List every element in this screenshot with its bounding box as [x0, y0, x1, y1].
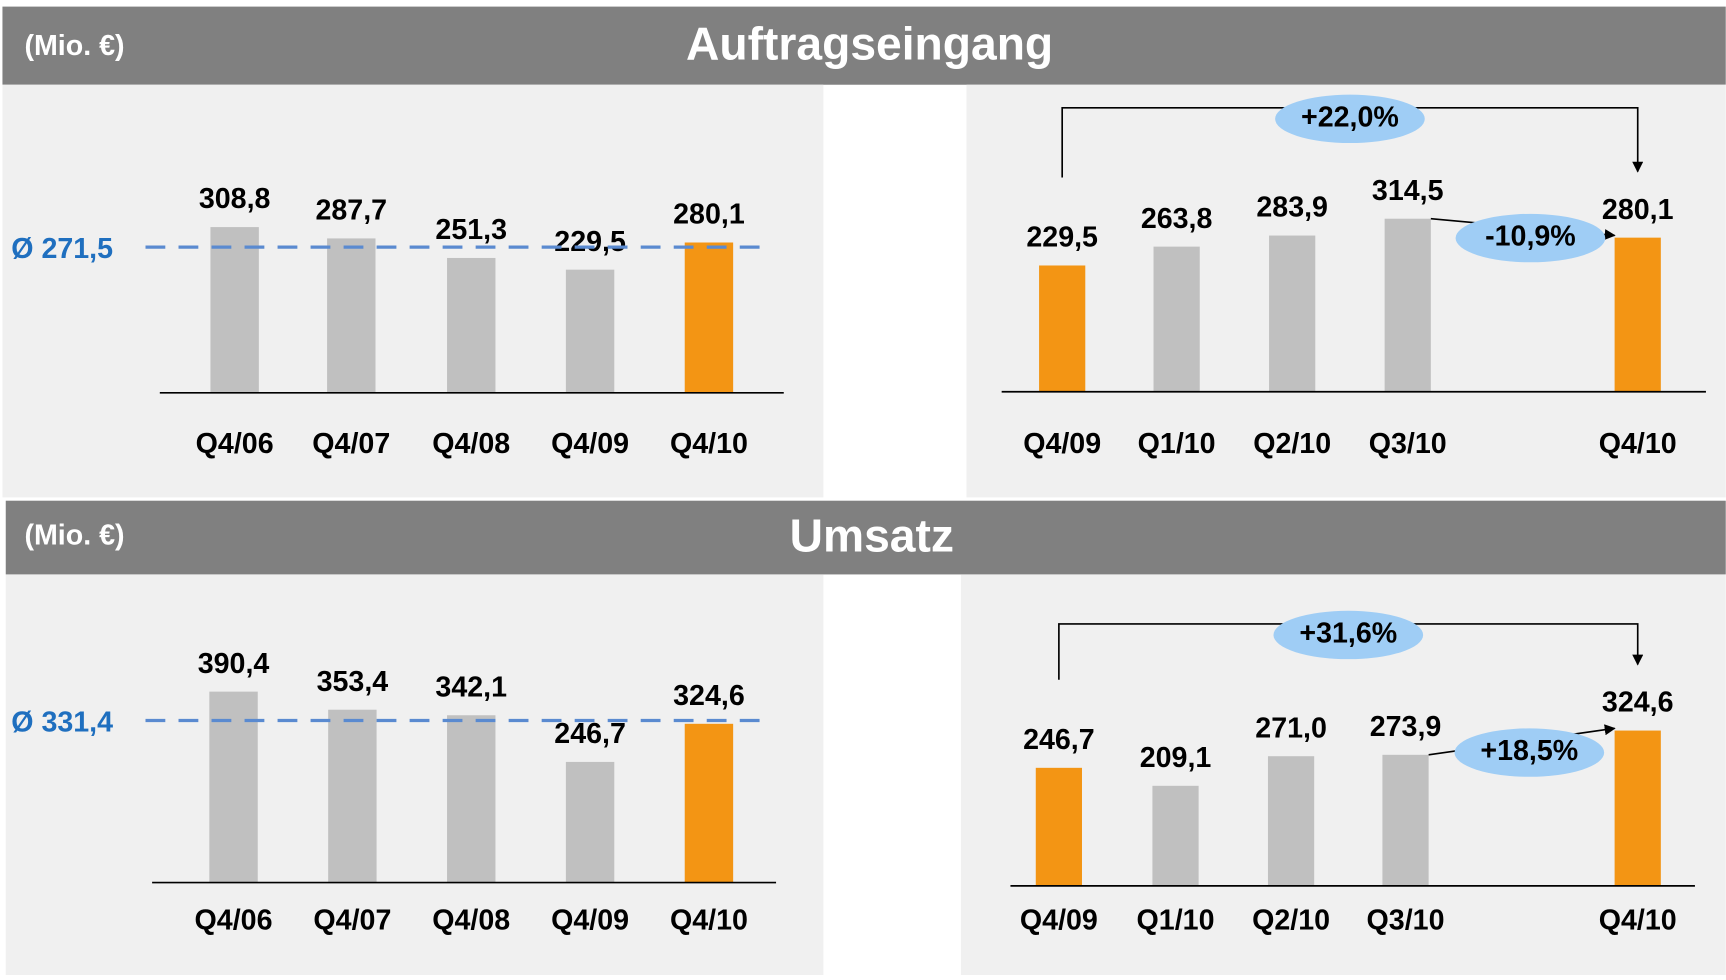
bar: [1614, 237, 1661, 392]
bar: [1269, 235, 1316, 392]
bar: [565, 761, 615, 883]
x-tick-label: Q4/07: [313, 905, 391, 937]
bar: [1153, 246, 1200, 392]
bar: [565, 269, 615, 393]
unit-label: (Mio. €): [24, 520, 124, 552]
value-label: 353,4: [317, 666, 389, 698]
value-label: 342,1: [435, 671, 507, 703]
x-tick-label: Q4/08: [432, 905, 510, 937]
value-label: 209,1: [1140, 742, 1212, 774]
bar: [1384, 218, 1431, 392]
x-tick-label: Q4/10: [670, 428, 748, 460]
x-tick-label: Q1/10: [1138, 428, 1216, 460]
x-tick-label: Q4/06: [195, 905, 273, 937]
value-label: 271,0: [1255, 712, 1327, 744]
change-label: -10,9%: [1485, 221, 1576, 253]
x-tick-label: Q4/09: [1020, 905, 1098, 937]
average-label: Ø 331,4: [11, 706, 113, 738]
change-bubble: [1454, 728, 1605, 777]
value-label: 246,7: [1023, 724, 1095, 756]
bar: [1267, 756, 1315, 886]
x-tick-label: Q4/09: [1023, 428, 1101, 460]
value-label: 280,1: [1602, 194, 1674, 226]
value-label: 263,8: [1141, 203, 1213, 235]
value-label: 324,6: [1602, 687, 1674, 719]
x-tick-label: Q2/10: [1253, 428, 1331, 460]
value-label: 246,7: [554, 718, 626, 750]
bar: [1614, 730, 1661, 886]
bar: [327, 238, 376, 393]
header-band: [2, 6, 1726, 85]
average-label: Ø 271,5: [11, 233, 113, 265]
section-title: Auftragseingang: [686, 18, 1053, 70]
bar: [1382, 754, 1429, 886]
x-tick-label: Q2/10: [1252, 905, 1330, 937]
value-label: 229,5: [554, 226, 626, 258]
value-label: 280,1: [673, 199, 745, 231]
x-tick-label: Q4/10: [1599, 428, 1677, 460]
value-label: 283,9: [1256, 192, 1328, 224]
bar: [447, 715, 496, 883]
x-tick-label: Q1/10: [1137, 905, 1215, 937]
x-tick-label: Q4/10: [1599, 905, 1677, 937]
value-label: 273,9: [1370, 711, 1442, 743]
x-tick-label: Q4/08: [432, 428, 510, 460]
value-label: 229,5: [1026, 222, 1098, 254]
bar: [684, 242, 734, 393]
bar: [328, 709, 377, 883]
x-tick-label: Q4/09: [551, 428, 629, 460]
header-band: [5, 500, 1726, 575]
value-label: 314,5: [1372, 175, 1444, 207]
section-title: Umsatz: [790, 509, 954, 561]
x-tick-label: Q3/10: [1369, 428, 1447, 460]
bar: [209, 691, 258, 883]
change-label: +18,5%: [1480, 735, 1578, 767]
change-bubble: [1273, 610, 1424, 660]
value-label: 287,7: [315, 195, 387, 227]
value-label: 308,8: [199, 183, 271, 215]
x-tick-label: Q4/07: [312, 428, 390, 460]
change-label: +22,0%: [1301, 101, 1399, 133]
value-label: 251,3: [435, 214, 507, 246]
change-bubble: [1275, 94, 1425, 144]
x-tick-label: Q4/06: [196, 428, 274, 460]
bar: [1035, 767, 1082, 886]
panel: [966, 84, 1726, 498]
bar: [210, 227, 259, 393]
change-bubble: [1455, 213, 1606, 263]
change-label: +31,6%: [1299, 618, 1397, 650]
value-label: 390,4: [198, 648, 270, 680]
x-tick-label: Q3/10: [1367, 905, 1445, 937]
unit-label: (Mio. €): [24, 30, 124, 62]
bar: [684, 723, 734, 883]
bar: [447, 257, 496, 393]
bar: [1152, 785, 1199, 886]
x-tick-label: Q4/09: [551, 905, 629, 937]
x-tick-label: Q4/10: [670, 905, 748, 937]
value-label: 324,6: [673, 680, 745, 712]
bar: [1039, 265, 1086, 392]
